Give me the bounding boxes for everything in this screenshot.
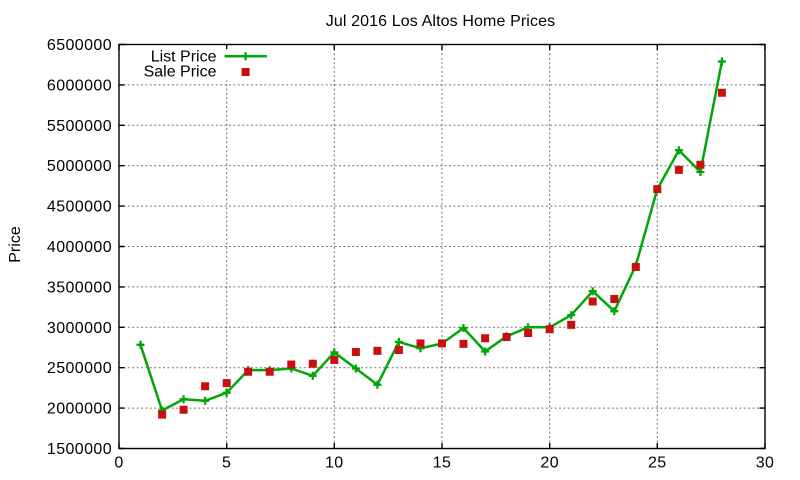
svg-text:1500000: 1500000 <box>47 441 112 458</box>
svg-text:30: 30 <box>756 455 775 472</box>
svg-text:Sale Price: Sale Price <box>144 63 217 80</box>
svg-text:10: 10 <box>325 455 344 472</box>
svg-text:2000000: 2000000 <box>47 401 112 418</box>
svg-text:List Price: List Price <box>151 49 217 66</box>
svg-text:Price: Price <box>7 226 24 263</box>
svg-text:6500000: 6500000 <box>47 37 112 54</box>
svg-text:5: 5 <box>222 455 231 472</box>
svg-text:0: 0 <box>114 455 123 472</box>
svg-text:20: 20 <box>540 455 559 472</box>
svg-text:5000000: 5000000 <box>47 158 112 175</box>
svg-text:25: 25 <box>648 455 667 472</box>
svg-text:Jul 2016 Los Altos Home Prices: Jul 2016 Los Altos Home Prices <box>326 13 556 30</box>
svg-text:15: 15 <box>433 455 452 472</box>
svg-text:4500000: 4500000 <box>47 199 112 216</box>
svg-text:3000000: 3000000 <box>47 320 112 337</box>
svg-text:4000000: 4000000 <box>47 239 112 256</box>
svg-text:6000000: 6000000 <box>47 77 112 94</box>
svg-text:2500000: 2500000 <box>47 360 112 377</box>
svg-text:5500000: 5500000 <box>47 118 112 135</box>
svg-text:3500000: 3500000 <box>47 279 112 296</box>
